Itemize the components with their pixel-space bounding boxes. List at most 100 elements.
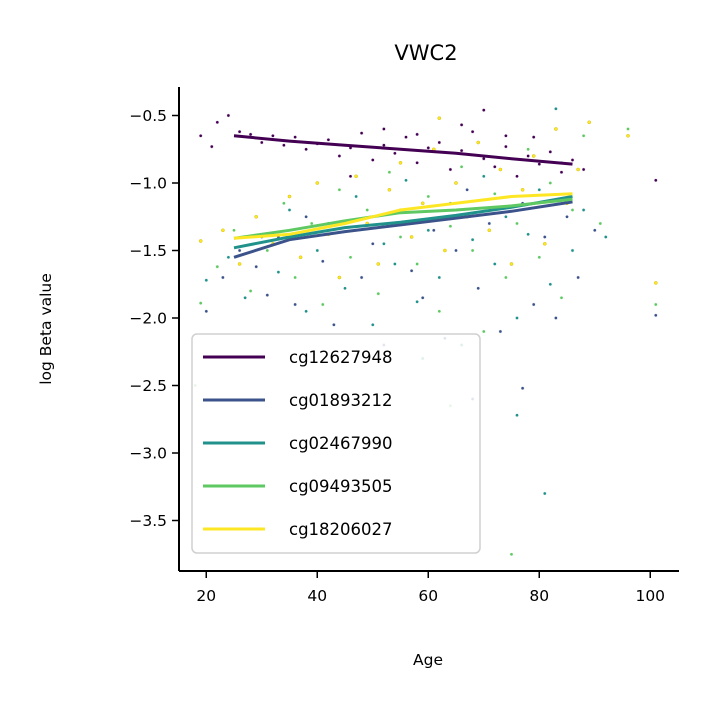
point-cg09493505-1: [215, 264, 220, 269]
point-cg09493505-10: [348, 255, 353, 260]
point-cg12627948-25: [470, 129, 475, 134]
point-cg09493505-27: [548, 181, 553, 185]
point-cg18206027-21: [476, 140, 481, 145]
point-cg12627948-3: [226, 113, 231, 118]
point-cg09493505-28: [559, 295, 564, 300]
y-tick-label--1.5: −1.5: [129, 242, 167, 260]
point-cg18206027-23: [498, 167, 503, 172]
point-cg12627948-31: [537, 162, 542, 166]
y-tick-label--3: −3.0: [129, 445, 167, 463]
point-cg09493505-0: [198, 301, 203, 305]
point-cg01893212-0: [204, 309, 209, 314]
point-cg02467990-10: [354, 194, 358, 199]
point-cg09493505-11: [365, 208, 370, 212]
point-cg02467990-31: [604, 235, 608, 239]
point-cg02467990-11: [370, 322, 375, 327]
point-cg02467990-17: [437, 275, 442, 280]
point-cg18206027-19: [454, 181, 458, 185]
point-cg01893212-32: [654, 313, 658, 318]
point-cg02467990-15: [415, 299, 419, 304]
point-cg01893212-2: [237, 248, 242, 253]
point-cg12627948-21: [426, 146, 431, 150]
point-cg01893212-8: [320, 259, 325, 264]
point-cg09493505-26: [537, 255, 542, 260]
point-cg02467990-33: [515, 413, 519, 418]
point-cg12627948-33: [559, 170, 564, 174]
point-cg18206027-26: [531, 154, 536, 158]
point-cg18206027-30: [576, 167, 580, 172]
point-cg01893212-7: [304, 214, 308, 219]
point-cg09493505-20: [470, 248, 475, 253]
point-cg02467990-20: [470, 237, 475, 242]
point-cg09493505-32: [626, 127, 630, 131]
point-cg01893212-3: [254, 264, 259, 269]
point-cg02467990-2: [243, 295, 247, 300]
point-cg12627948-7: [271, 133, 275, 138]
legend-label-cg12627948: cg12627948: [289, 348, 393, 367]
point-cg09493505-24: [515, 221, 519, 226]
x-tick-label-20: 20: [196, 587, 216, 605]
point-cg02467990-27: [548, 282, 553, 287]
point-cg12627948-20: [415, 160, 419, 165]
point-cg01893212-15: [409, 268, 414, 273]
point-cg12627948-27: [492, 164, 497, 169]
point-cg09493505-14: [398, 235, 403, 239]
point-cg18206027-28: [554, 127, 558, 131]
point-cg12627948-37: [348, 174, 353, 179]
point-cg12627948-43: [531, 135, 536, 139]
point-cg01893212-4: [265, 293, 270, 297]
point-cg09493505-7: [309, 221, 314, 226]
point-cg02467990-0: [204, 278, 209, 283]
trend-line-cg12627948: [233, 134, 573, 166]
point-cg18206027-2: [237, 262, 242, 266]
point-cg12627948-28: [504, 144, 508, 149]
x-tick-label-60: 60: [418, 587, 438, 605]
point-cg01893212-29: [565, 214, 569, 219]
point-cg12627948-19: [404, 135, 408, 139]
point-cg12627948-38: [382, 127, 386, 131]
point-cg18206027-22: [487, 228, 492, 233]
point-cg09493505-25: [526, 147, 530, 152]
point-cg12627948-6: [259, 140, 264, 145]
point-cg18206027-18: [443, 248, 447, 253]
point-cg18206027-10: [354, 174, 358, 179]
point-cg02467990-21: [481, 174, 486, 179]
point-cg12627948-41: [481, 108, 486, 112]
point-cg12627948-30: [526, 154, 530, 158]
point-cg12627948-39: [415, 132, 419, 137]
point-cg02467990-5: [287, 208, 292, 212]
point-cg12627948-15: [359, 131, 364, 135]
point-cg12627948-22: [437, 140, 442, 145]
point-cg09493505-12: [376, 291, 381, 296]
point-cg09493505-2: [232, 228, 236, 233]
point-cg01893212-9: [332, 322, 336, 327]
point-cg01893212-34: [520, 386, 525, 391]
point-cg02467990-34: [554, 107, 558, 111]
point-cg02467990-4: [276, 270, 281, 274]
trend-line-cg09493505: [233, 197, 573, 240]
point-cg12627948-16: [370, 158, 375, 162]
point-cg09493505-23: [504, 275, 508, 280]
point-cg09493505-34: [509, 552, 514, 557]
legend-label-cg09493505: cg09493505: [289, 477, 393, 496]
y-tick-label--3.5: −3.5: [129, 512, 167, 530]
point-cg01893212-11: [359, 275, 364, 280]
legend-label-cg02467990: cg02467990: [289, 434, 393, 453]
point-cg12627948-34: [570, 158, 575, 162]
legend-label-cg01893212: cg01893212: [289, 391, 393, 410]
point-cg01893212-19: [454, 248, 458, 253]
point-cg18206027-27: [543, 241, 547, 246]
point-cg09493505-22: [492, 191, 497, 196]
chart-title: VWC2: [394, 41, 457, 65]
point-cg09493505-30: [581, 133, 586, 138]
point-cg01893212-30: [576, 275, 580, 280]
point-cg01893212-26: [531, 302, 536, 307]
point-cg12627948-32: [548, 150, 553, 154]
x-tick-label-40: 40: [307, 587, 327, 605]
point-cg02467990-14: [404, 178, 408, 183]
x-ticks: 20 40 60 80 100: [196, 571, 665, 605]
point-cg02467990-29: [570, 248, 575, 253]
point-cg12627948-9: [293, 135, 297, 139]
point-cg12627948-24: [459, 148, 464, 153]
point-cg02467990-30: [581, 208, 586, 212]
